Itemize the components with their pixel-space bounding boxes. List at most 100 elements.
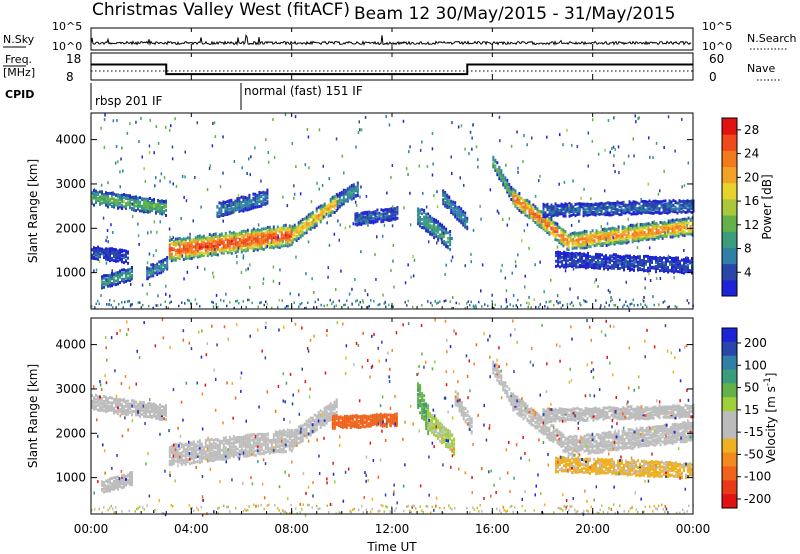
power-cell <box>200 251 203 254</box>
power-cell <box>242 248 245 252</box>
power-noise-cell <box>153 220 156 224</box>
power-cell <box>642 206 645 210</box>
power-cell <box>559 251 561 255</box>
vel-cell <box>165 418 167 421</box>
power-cell <box>647 230 650 234</box>
power-ground-cell <box>674 305 676 308</box>
power-cell <box>151 198 153 202</box>
power-cell <box>433 231 436 235</box>
power-cell <box>214 235 217 239</box>
vel-cell <box>240 436 243 439</box>
power-cell <box>115 274 117 278</box>
power-cell <box>149 197 151 200</box>
power-cell <box>419 222 422 226</box>
power-cell <box>254 205 257 209</box>
power-cell <box>184 252 187 256</box>
power-cell <box>113 259 115 263</box>
power-cell <box>544 223 547 227</box>
power-cell <box>166 256 169 259</box>
power-noise-cell <box>333 232 336 236</box>
vel-cell <box>198 442 201 445</box>
power-cell <box>258 242 261 246</box>
power-noise-cell <box>517 170 519 174</box>
power-cell <box>119 195 121 199</box>
vel-cell <box>111 403 113 407</box>
power-cell <box>617 230 620 234</box>
power-ground-cell <box>314 300 316 304</box>
power-cell <box>153 207 155 211</box>
power-cell <box>184 257 187 261</box>
power-cell <box>244 241 247 245</box>
power-cell <box>682 202 685 206</box>
power-cell <box>321 209 324 213</box>
power-noise-cell <box>425 205 428 209</box>
power-cell <box>244 244 247 247</box>
vel-cell <box>125 411 127 415</box>
power-noise-cell <box>282 239 284 243</box>
power-cell <box>447 236 450 240</box>
power-cell <box>684 211 687 214</box>
power-noise-cell <box>571 143 573 147</box>
power-cell <box>220 213 223 217</box>
vel-cell <box>200 459 203 463</box>
vel-cell <box>172 452 175 455</box>
power-cell <box>346 196 349 200</box>
vel-cell <box>109 404 111 408</box>
power-cell <box>619 262 621 266</box>
power-noise-cell <box>502 217 504 221</box>
power-cell <box>317 205 320 209</box>
vel-cell <box>109 485 111 489</box>
power-cell <box>629 254 631 258</box>
power-noise-cell <box>233 235 236 239</box>
vel-cell <box>264 450 267 454</box>
power-noise-cell <box>418 213 420 217</box>
power-cell <box>652 211 655 215</box>
power-noise-cell <box>470 252 472 256</box>
power-cell <box>620 201 623 205</box>
vel-cell <box>186 458 189 462</box>
vel-cell <box>234 445 237 449</box>
power-cell <box>366 218 369 222</box>
power-cell <box>664 205 667 209</box>
power-cell <box>425 215 428 219</box>
power-cell <box>152 270 155 274</box>
power-cell <box>437 236 440 240</box>
power-cell <box>240 238 243 242</box>
power-ground-cell <box>421 304 423 307</box>
power-cell <box>508 192 511 195</box>
power-ground-cell <box>356 299 358 302</box>
power-cell <box>443 227 446 231</box>
power-cell <box>669 256 671 259</box>
power-cell <box>566 234 569 238</box>
power-cell <box>346 187 349 191</box>
power-cell <box>652 202 655 206</box>
vel-cell <box>93 404 95 408</box>
power-cell <box>309 221 312 224</box>
power-cell <box>103 282 105 286</box>
power-noise-cell <box>115 145 118 148</box>
vel-cell <box>196 454 199 458</box>
power-cell <box>671 269 673 273</box>
power-cell <box>429 226 432 230</box>
power-cell <box>188 246 191 250</box>
power-cell <box>446 206 449 209</box>
power-cell <box>117 200 119 204</box>
power-cell <box>667 256 669 260</box>
power-cell <box>526 205 529 209</box>
power-cell <box>672 207 675 211</box>
power-cell <box>264 191 267 195</box>
power-cell <box>631 236 634 240</box>
vel-cell <box>188 447 191 451</box>
power-cell <box>224 243 227 247</box>
power-cell <box>565 261 567 265</box>
vel-cell <box>210 448 213 452</box>
power-cell <box>627 240 630 244</box>
power-cell <box>546 218 549 222</box>
power-cell <box>677 225 680 229</box>
power-cell <box>427 225 430 228</box>
power-cell <box>372 219 375 223</box>
power-ground-cell <box>124 300 126 304</box>
power-cell <box>101 283 103 287</box>
power-cell <box>649 236 652 240</box>
vel-cell <box>182 459 185 462</box>
